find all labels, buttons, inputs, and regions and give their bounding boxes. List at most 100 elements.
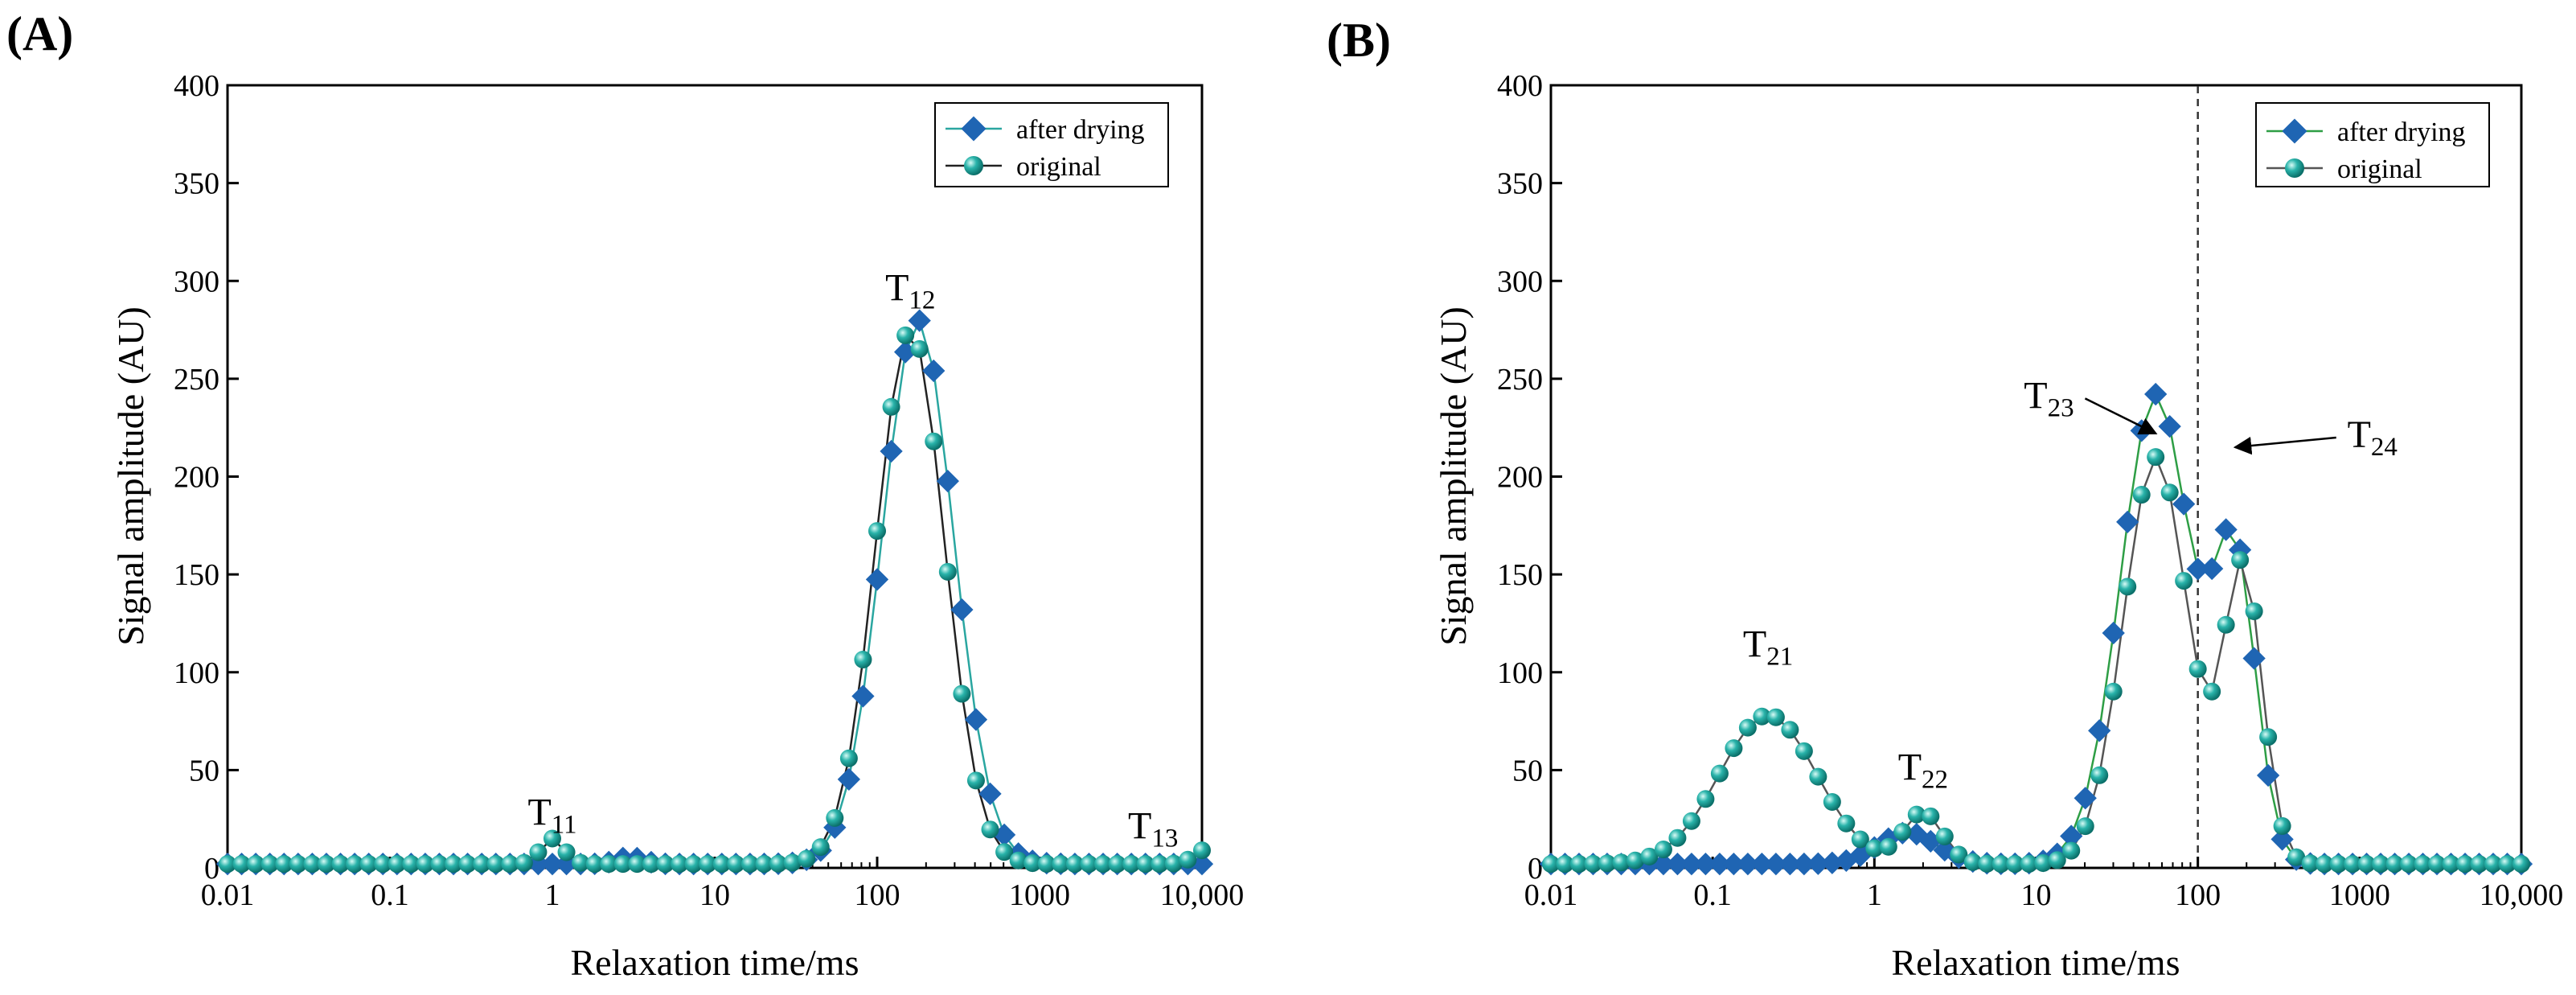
data-point-after-drying [2158,414,2181,438]
data-point-original [331,855,350,874]
data-point-original [1865,839,1884,857]
panel-a-legend-label-after-drying: after drying [1016,115,1145,145]
annotation-label: T24 [2348,413,2398,462]
data-point-original [544,829,561,848]
data-point-original [628,855,646,874]
annotation-label: T11 [527,791,576,839]
annotation-subscript: 13 [1151,824,1178,853]
y-tick-label: 250 [174,363,219,397]
data-point-original [1781,721,1799,739]
panel-b-annotations: T21 T22 T23 T24 [1743,374,2398,794]
panel-a-plot-frame [226,84,1204,870]
data-point-original [1556,855,1574,874]
data-point-original [2160,483,2179,502]
data-point-original [712,855,731,874]
data-point-original [1122,855,1141,874]
data-point-original [1037,854,1056,873]
data-point-original [896,326,915,344]
data-point-original [2076,817,2094,836]
data-point-original [1766,708,1785,726]
series-line-original [1551,454,2521,865]
annotation-label: T23 [2024,374,2074,422]
data-point-original [600,855,618,874]
data-point-after-drying [964,708,988,731]
data-point-original [798,849,816,868]
data-point-after-drying [2102,621,2125,645]
data-point-original [247,855,265,874]
data-point-original [1569,855,1588,874]
data-point-original [854,651,872,669]
data-point-original [458,855,477,874]
y-tick-label: 150 [174,558,219,592]
data-point-original [966,771,985,790]
data-point-original [1879,837,1897,856]
data-point-after-drying [2116,510,2139,534]
data-point-original [811,838,830,857]
data-point-original [2287,848,2306,866]
annotation-subscript: 11 [552,810,577,839]
data-point-original [585,855,604,874]
data-point-original [2048,851,2066,870]
data-point-original [2147,448,2165,467]
data-point-after-drying [1778,852,1802,876]
data-point-original [515,853,533,872]
y-tick-label: 50 [189,754,219,787]
data-point-original [1710,764,1729,783]
panel-b-y-axis-title: Signal amplitude (AU) [1433,306,1474,646]
data-point-original [868,522,886,541]
data-point-original [2512,855,2530,874]
data-point-after-drying [2270,828,2294,851]
data-point-original [953,685,971,703]
data-point-original [1023,854,1042,873]
data-point-original [1612,853,1631,872]
data-point-original [2301,854,2320,873]
x-tick-label: 10,000 [2480,878,2564,912]
data-point-original [2442,855,2460,874]
data-point-original [910,339,929,358]
data-point-after-drying [2186,557,2209,581]
data-point-original [1823,793,1841,812]
x-tick-label: 100 [2175,878,2221,912]
data-point-original [1151,855,1169,874]
data-point-original [1893,823,1912,841]
annotation-arrow [2233,436,2336,455]
data-point-original [557,843,576,861]
data-point-after-drying [893,340,917,364]
data-point-original [486,855,505,874]
series-line-original [228,333,1203,865]
data-point-original [2020,854,2038,873]
data-point-original [1922,807,1940,825]
data-point-original [783,853,802,872]
panel-b-legend-label-original: original [2337,154,2422,184]
y-tick-label: 250 [1497,363,1543,397]
data-point-after-drying [851,685,875,708]
y-tick-label: 200 [174,461,219,495]
data-point-original [219,855,236,874]
panel-a-series-markers [215,309,1214,876]
data-point-original [1738,718,1757,737]
data-point-original [289,855,307,874]
panel-b-legend: after drying original [2255,102,2490,187]
data-point-original [2175,572,2193,590]
series-line-after-drying [1551,391,2521,865]
data-point-original [572,853,590,872]
y-tick-label: 100 [1497,656,1543,690]
data-point-original [2428,855,2447,874]
data-point-original [2385,855,2404,874]
y-tick-label: 400 [1497,69,1543,103]
x-tick-label: 1 [545,878,560,912]
data-point-after-drying [1722,852,1745,876]
data-point-original [642,855,660,874]
data-point-original [1584,854,1602,873]
data-point-original [317,855,335,874]
panel-a-label: (A) [6,7,73,60]
panel-b-legend-marker-after-drying [2282,118,2307,144]
panel-b: (B) 0 50 100 150 200 250 300 350 400 0.01 0.1 1 10 1… [1327,14,2563,983]
data-point-after-drying [936,469,959,493]
data-point-original [2470,855,2488,874]
panel-b-series-markers [1539,382,2533,876]
data-point-original [839,749,858,767]
y-tick-label: 0 [204,852,219,886]
data-point-after-drying [2144,382,2168,406]
